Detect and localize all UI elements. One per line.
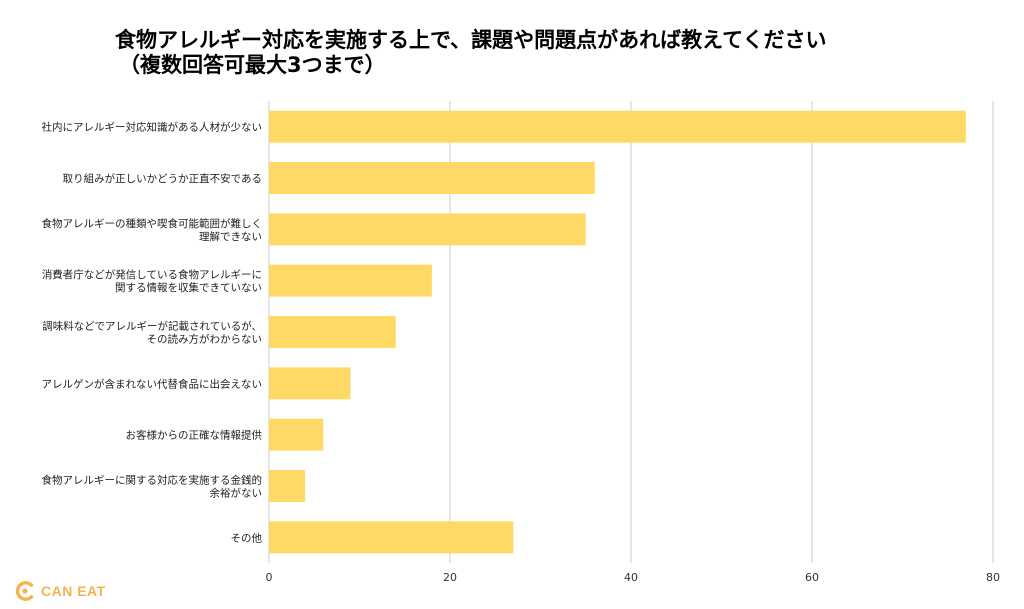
x-tick-label: 0 bbox=[266, 571, 273, 584]
can-eat-logo-icon bbox=[15, 581, 34, 601]
category-label: 社内にアレルギー対応知識がある人材が少ない bbox=[42, 121, 263, 134]
bar bbox=[269, 470, 306, 502]
chart-title-line1: 食物アレルギー対応を実施する上で、課題や問題点があれば教えてください bbox=[115, 28, 827, 52]
x-tick-label: 60 bbox=[805, 571, 819, 584]
category-labels: 社内にアレルギー対応知識がある人材が少ない取り組みが正しいかどうか正直不安である… bbox=[42, 121, 263, 545]
bar bbox=[269, 316, 396, 348]
bar bbox=[269, 367, 351, 400]
can-eat-logo: CAN EAT bbox=[14, 579, 106, 603]
category-label: 調味料などでアレルギーが記載されているが、その読み方がわからない bbox=[42, 320, 262, 346]
category-label: 取り組みが正しいかどうか正直不安である bbox=[63, 172, 262, 185]
bar bbox=[269, 418, 324, 451]
chart-title-line2: （複数回答可最大3つまで） bbox=[119, 53, 386, 77]
bar-layer bbox=[269, 110, 966, 554]
category-label: 消費者庁などが発信している食物アレルギーに関する情報を収集できていない bbox=[42, 268, 262, 294]
chart-title: 食物アレルギー対応を実施する上で、課題や問題点があれば教えてください （複数回答… bbox=[115, 28, 1015, 78]
bar bbox=[269, 213, 586, 246]
bar bbox=[269, 110, 966, 143]
logo-text: CAN EAT bbox=[41, 583, 106, 599]
category-label: アレルゲンが含まれない代替食品に出会えない bbox=[42, 377, 263, 390]
bar bbox=[269, 264, 432, 297]
x-axis-ticks: 0 20 40 60 80 bbox=[266, 571, 1001, 584]
bar bbox=[269, 521, 514, 554]
category-label: その他 bbox=[231, 531, 263, 544]
category-label: お客様からの正確な情報提供 bbox=[126, 429, 263, 442]
bar bbox=[269, 162, 595, 194]
category-label: 食物アレルギーに関する対応を実施する金銭的余裕がない bbox=[42, 474, 263, 500]
x-tick-label: 20 bbox=[443, 571, 457, 584]
x-tick-label: 40 bbox=[624, 571, 638, 584]
category-label: 食物アレルギーの種類や喫食可能範囲が難しく理解できない bbox=[42, 217, 263, 243]
x-tick-label: 80 bbox=[986, 571, 1000, 584]
